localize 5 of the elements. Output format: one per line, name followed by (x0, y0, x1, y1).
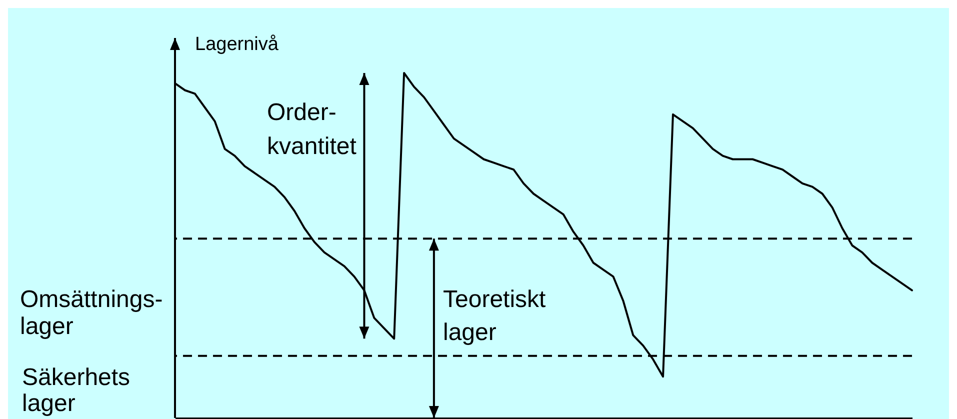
y-axis-title: Lagernivå (195, 34, 279, 55)
text: Säkerhets lager (22, 364, 130, 417)
annotation: Teoretiskt lager (443, 286, 546, 346)
annotation: Order- kvantitet (267, 99, 357, 160)
text: Omsättnings- lager (20, 286, 163, 340)
